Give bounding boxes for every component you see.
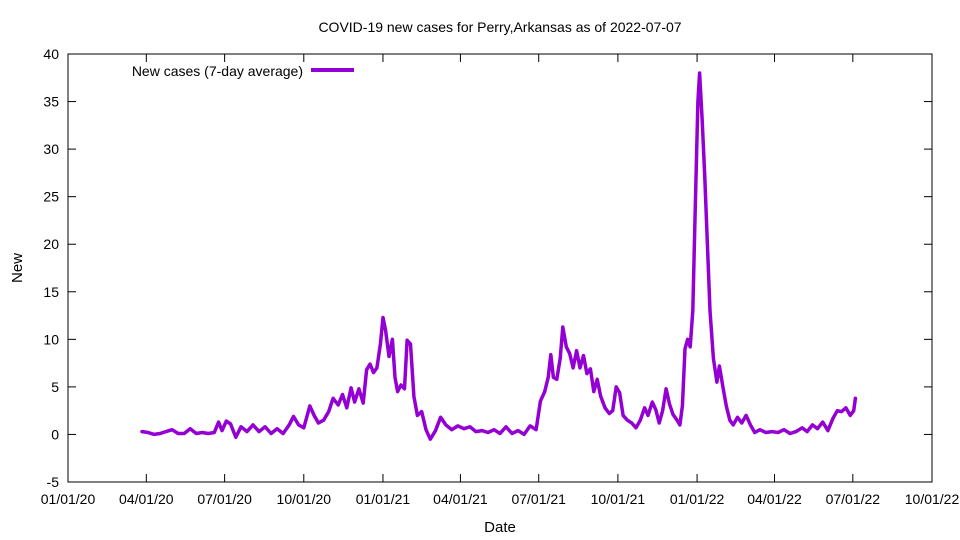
x-tick-label: 10/01/20 xyxy=(277,491,332,507)
y-axis-title: New xyxy=(9,253,26,283)
y-tick-label: 25 xyxy=(43,189,59,205)
x-tick-label: 01/01/21 xyxy=(356,491,411,507)
x-tick-label: 07/01/20 xyxy=(197,491,252,507)
x-tick-label: 07/01/21 xyxy=(511,491,566,507)
x-tick-label: 10/01/21 xyxy=(591,491,646,507)
y-tick-label: 0 xyxy=(51,426,59,442)
x-tick-label: 04/01/20 xyxy=(119,491,174,507)
y-tick-label: 15 xyxy=(43,284,59,300)
x-tick-label: 01/01/22 xyxy=(670,491,725,507)
chart-title: COVID-19 new cases for Perry,Arkansas as… xyxy=(318,19,681,35)
y-tick-label: 35 xyxy=(43,94,59,110)
legend-label: New cases (7-day average) xyxy=(132,63,303,79)
y-tick-label: 20 xyxy=(43,236,59,252)
x-tick-label: 07/01/22 xyxy=(826,491,881,507)
legend: New cases (7-day average) xyxy=(132,63,354,79)
y-tick-label: 30 xyxy=(43,141,59,157)
x-tick-label: 10/01/22 xyxy=(905,491,960,507)
y-tick-label: 10 xyxy=(43,331,59,347)
x-axis: 01/01/20 04/01/20 07/01/20 10/01/20 01/01/21… xyxy=(41,54,960,507)
y-tick-label: 5 xyxy=(51,379,59,395)
x-tick-label: 04/01/22 xyxy=(747,491,802,507)
x-axis-title: Date xyxy=(484,519,516,536)
y-axis: -5 0 5 10 15 20 25 30 35 40 xyxy=(43,46,932,490)
x-tick-label: 01/01/20 xyxy=(41,491,96,507)
x-tick-label: 04/01/21 xyxy=(433,491,488,507)
series-line-new-cases xyxy=(140,71,858,441)
y-tick-label: 40 xyxy=(43,46,59,62)
y-tick-label: -5 xyxy=(47,474,60,490)
plot-area-frame xyxy=(67,53,933,483)
